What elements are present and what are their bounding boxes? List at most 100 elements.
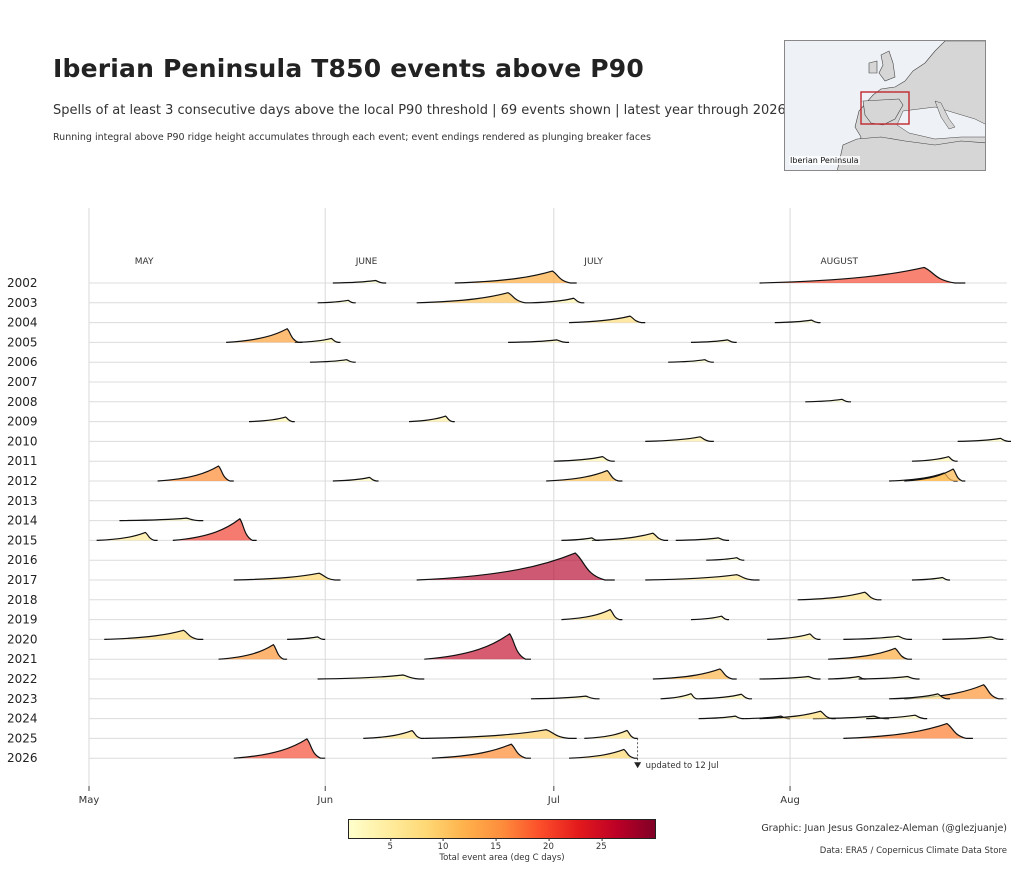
event-wave: [409, 415, 455, 423]
event-wave: [805, 398, 851, 403]
year-label: 2011: [7, 454, 38, 468]
colorbar-tick-label: 25: [595, 838, 607, 852]
month-name-label: AUGUST: [821, 257, 859, 267]
event-wave: [332, 279, 387, 284]
event-wave: [249, 416, 295, 423]
event-wave: [759, 675, 821, 680]
iberia-highlight-box: [860, 91, 910, 125]
year-label: 2023: [7, 692, 38, 706]
event-wave: [706, 557, 745, 561]
chart-subtitle: Spells of at least 3 consecutive days ab…: [53, 103, 829, 118]
event-wave: [911, 456, 958, 462]
event-wave: [569, 315, 646, 324]
event-wave: [889, 693, 951, 700]
colorbar-ticks: 5 10 15 20 25: [348, 838, 656, 853]
chart-note: Running integral above P90 ridge height …: [53, 132, 651, 143]
year-label: 2014: [7, 514, 38, 528]
event-wave: [553, 456, 615, 462]
event-wave: [690, 615, 730, 621]
event-wave: [942, 636, 1004, 640]
event-wave: [104, 629, 204, 640]
event-wave: [652, 668, 737, 680]
britain-land: [878, 50, 896, 82]
month-name-label: MAY: [135, 257, 154, 267]
event-wave: [157, 465, 234, 482]
event-wave: [332, 476, 379, 482]
event-wave: [843, 635, 912, 640]
event-wave: [233, 738, 326, 759]
event-wave: [828, 647, 912, 660]
month-name-label: JULY: [583, 257, 603, 267]
colorbar: 5 10 15 20 25 Total event area (deg C days): [348, 819, 656, 863]
source-text: Data: ERA5 / Copernicus Climate Data Sto…: [819, 846, 1007, 856]
year-label: 2007: [7, 375, 38, 389]
year-label: 2016: [7, 553, 38, 567]
event-wave: [424, 729, 577, 739]
event-wave: [454, 270, 577, 284]
year-label: 2020: [7, 632, 38, 646]
update-annotation-text: updated to 12 Jul: [646, 761, 719, 771]
event-wave: [698, 693, 752, 700]
event-wave: [561, 608, 623, 621]
credit-text: Graphic: Juan Jesus Gonzalez-Aleman (@gl…: [761, 823, 1007, 834]
event-wave: [698, 715, 745, 720]
year-label: 2018: [7, 593, 38, 607]
event-wave: [561, 537, 600, 541]
month-name-label: JUNE: [355, 257, 378, 267]
year-label: 2024: [7, 712, 38, 726]
year-label: 2015: [7, 533, 38, 547]
event-wave: [759, 710, 836, 720]
year-label: 2017: [7, 573, 38, 587]
event-shapes: [96, 266, 1012, 759]
event-wave: [287, 636, 326, 640]
event-wave: [866, 714, 928, 720]
event-wave: [675, 537, 730, 541]
event-wave: [797, 591, 882, 601]
event-wave: [424, 633, 531, 660]
colorbar-label: Total event area (deg C days): [439, 853, 565, 863]
event-wave: [309, 359, 356, 363]
event-wave: [119, 517, 204, 522]
year-labels: 2002 2003 2004 2005 2006 2007 2008 2009 2010 2011…: [7, 276, 38, 765]
event-wave: [530, 695, 600, 700]
x-tick-label: Jun: [316, 795, 333, 806]
event-wave: [767, 633, 821, 640]
x-tick-label: Aug: [780, 795, 800, 806]
event-wave: [645, 574, 760, 581]
iberia-land: [862, 98, 904, 126]
event-wave: [172, 518, 257, 541]
event-wave: [317, 674, 425, 680]
inset-label: Iberian Peninsula: [789, 156, 860, 165]
year-label: 2004: [7, 316, 38, 330]
event-wave: [431, 743, 531, 759]
event-wave: [569, 748, 638, 759]
colorbar-tick-label: 20: [543, 838, 554, 852]
year-label: 2025: [7, 731, 38, 745]
year-label: 2026: [7, 751, 38, 765]
event-wave: [858, 675, 920, 680]
year-label: 2013: [7, 494, 38, 508]
event-wave: [911, 576, 951, 581]
chart-title: Iberian Peninsula T850 events above P90: [53, 54, 644, 83]
year-label: 2012: [7, 474, 38, 488]
event-wave: [294, 337, 341, 343]
event-wave: [218, 643, 288, 660]
year-label: 2008: [7, 395, 38, 409]
x-tick-label: May: [79, 795, 100, 806]
event-wave: [416, 552, 615, 581]
year-label: 2022: [7, 672, 38, 686]
colorbar-gradient: [348, 819, 656, 839]
event-wave: [957, 437, 1012, 442]
x-tick-label: Jul: [547, 795, 560, 806]
event-wave: [690, 339, 737, 343]
event-wave: [546, 469, 623, 482]
year-label: 2003: [7, 296, 38, 310]
colorbar-tick-label: 5: [387, 838, 393, 852]
update-annotation: updated to 12 Jul: [634, 738, 719, 771]
year-label: 2002: [7, 276, 38, 290]
year-label: 2009: [7, 415, 38, 429]
italy-land: [934, 100, 956, 130]
event-wave: [363, 730, 425, 739]
locator-map: Iberian Peninsula: [784, 40, 986, 171]
